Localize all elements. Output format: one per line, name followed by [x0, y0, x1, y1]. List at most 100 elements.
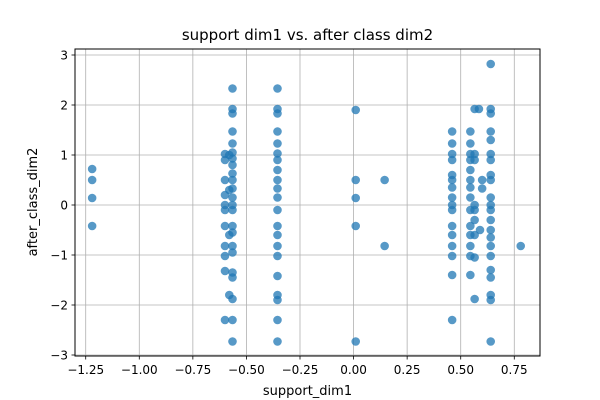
data-point: [273, 155, 282, 165]
grid-lines: [75, 49, 540, 356]
y-tick-label: 1: [60, 149, 68, 163]
data-point: [273, 251, 282, 261]
data-point: [466, 139, 475, 148]
data-point: [228, 175, 237, 185]
x-tick-label: 0.50: [447, 363, 474, 377]
data-point: [228, 228, 237, 237]
data-point: [220, 205, 230, 215]
data-point: [466, 193, 475, 202]
x-tick-label: −0.75: [174, 363, 211, 377]
data-point: [486, 149, 496, 159]
plot-frame: [74, 48, 541, 357]
data-point: [228, 241, 237, 251]
data-point: [516, 241, 526, 251]
data-point: [466, 241, 475, 251]
data-point: [470, 215, 479, 225]
data-point: [273, 315, 282, 325]
data-point: [486, 295, 496, 305]
data-point: [466, 221, 475, 231]
data-point: [228, 205, 237, 215]
data-point: [228, 84, 237, 93]
x-tick-label: −0.50: [228, 363, 265, 377]
data-point: [470, 149, 479, 159]
data-point: [447, 241, 457, 251]
data-point: [447, 270, 457, 280]
data-point: [486, 135, 496, 145]
data-point: [228, 248, 237, 257]
y-tick-label: −1: [50, 249, 68, 263]
data-point: [273, 109, 282, 118]
data-point: [87, 164, 97, 174]
data-point: [228, 193, 237, 202]
data-point: [447, 221, 457, 231]
data-point: [228, 154, 237, 163]
data-point: [87, 193, 97, 203]
data-point: [220, 266, 230, 276]
x-axis-label: support_dim1: [263, 384, 352, 399]
data-point: [228, 273, 237, 282]
data-point: [87, 175, 97, 185]
data-point: [486, 193, 496, 202]
data-point: [228, 337, 237, 346]
x-tick-label: 0.75: [501, 363, 528, 377]
data-point: [273, 127, 282, 136]
data-point: [273, 184, 282, 193]
data-point: [220, 221, 230, 231]
data-point: [273, 193, 282, 202]
data-point: [351, 221, 361, 231]
data-point: [447, 205, 457, 215]
data-point: [273, 139, 282, 148]
data-point: [87, 221, 97, 231]
data-point: [470, 294, 479, 304]
y-tick-label: −2: [50, 299, 68, 313]
data-point: [447, 175, 457, 185]
data-point: [351, 175, 361, 185]
data-point: [486, 155, 496, 165]
data-point: [486, 127, 496, 136]
data-point: [228, 109, 237, 118]
data-point: [486, 233, 496, 242]
data-point: [228, 160, 237, 170]
data-point: [447, 193, 457, 202]
data-point: [486, 109, 496, 118]
x-axis-ticks: −1.25 −1.00 −0.75 −0.50 −0.25 0.00 0.25 0.50 0.7…: [67, 356, 528, 377]
data-point: [273, 165, 282, 175]
data-point: [273, 221, 282, 231]
data-point: [228, 315, 237, 325]
data-point: [273, 149, 282, 158]
data-point: [220, 251, 230, 261]
data-point: [380, 241, 389, 251]
data-point: [228, 184, 237, 193]
y-tick-label: 3: [60, 49, 68, 63]
data-point: [486, 170, 496, 180]
data-point: [228, 127, 237, 136]
data-point: [220, 175, 230, 185]
data-point: [273, 271, 282, 281]
data-point: [351, 337, 361, 346]
data-point: [447, 315, 457, 325]
data-point: [273, 84, 282, 93]
data-point: [447, 149, 457, 159]
x-tick-label: 0.25: [394, 363, 421, 377]
y-axis-label: after_class_dim2: [26, 148, 41, 257]
data-point: [273, 205, 282, 215]
data-point: [466, 175, 475, 185]
data-point: [351, 193, 361, 203]
data-point: [486, 265, 496, 275]
data-point: [447, 127, 457, 136]
data-point: [470, 155, 479, 165]
data-point: [447, 230, 457, 240]
data-point: [486, 59, 496, 69]
data-point: [228, 148, 237, 157]
data-point: [228, 169, 237, 178]
data-point: [486, 205, 496, 215]
data-point: [486, 251, 496, 261]
data-point: [273, 241, 282, 251]
data-points: [87, 59, 526, 346]
data-point: [470, 205, 479, 215]
data-point: [486, 241, 496, 251]
data-point: [447, 251, 457, 261]
data-point: [228, 294, 237, 304]
data-point: [477, 184, 487, 193]
